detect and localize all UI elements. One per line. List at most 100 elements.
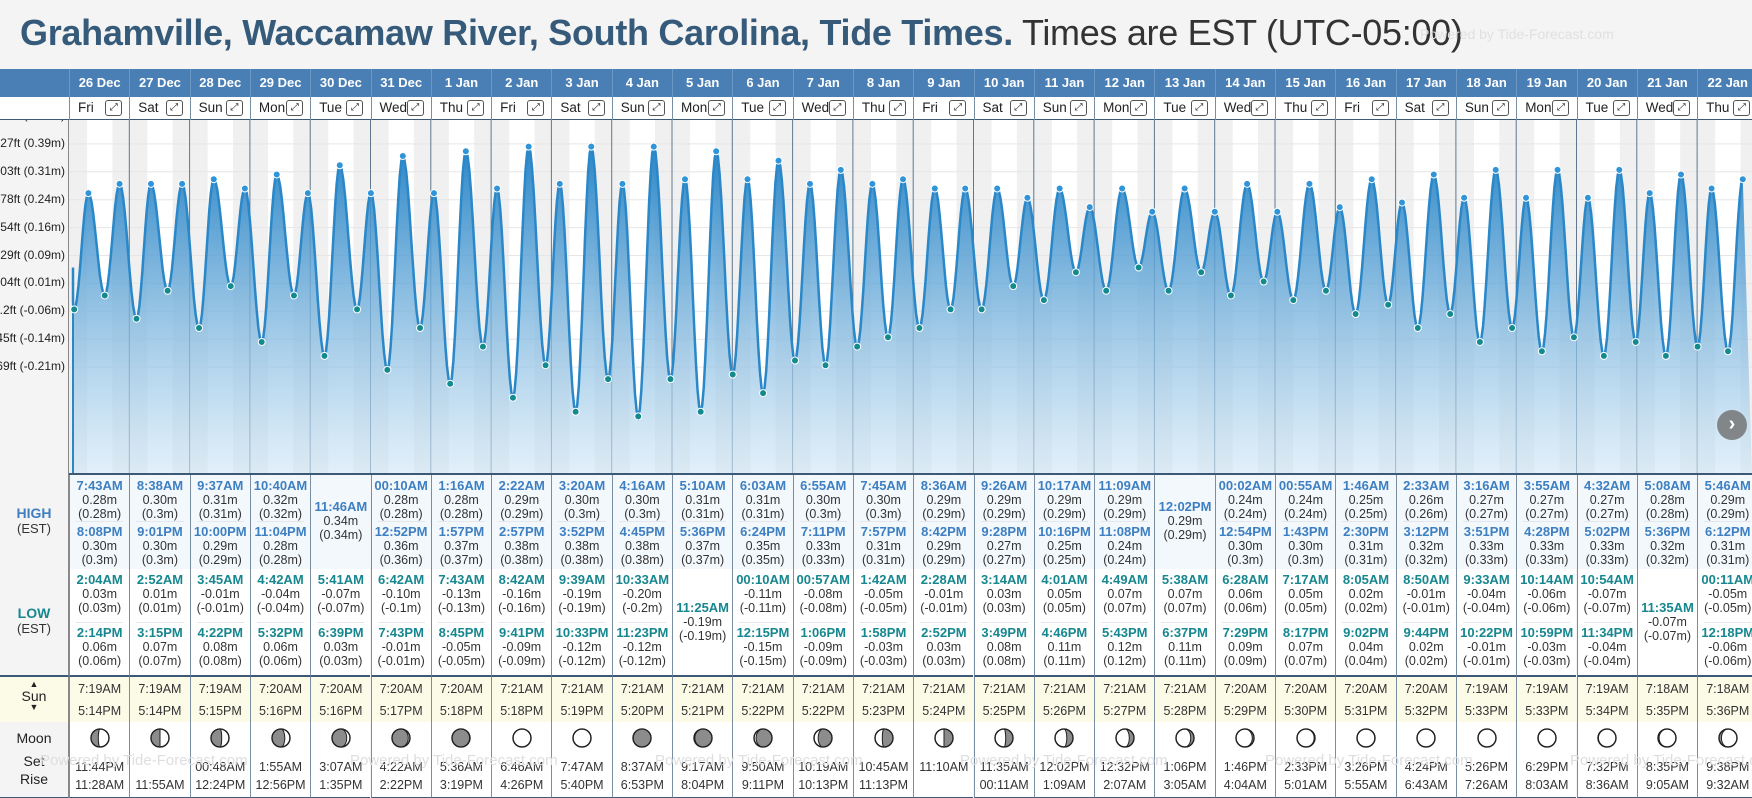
expand-day-button[interactable]: ⤢ xyxy=(828,100,846,116)
expand-day-button[interactable]: ⤢ xyxy=(225,100,243,116)
low-tide-time: 5:32PM xyxy=(257,625,304,640)
expand-day-button[interactable]: ⤢ xyxy=(165,100,183,116)
low-tide-height-alt: (0.09m) xyxy=(1223,654,1267,668)
high-tide-entry: 2:57PM 0.38m (0.38m) xyxy=(492,525,551,568)
moonrise-time: 3:19PM xyxy=(439,778,483,792)
low-tide-height-alt: (-0.08m) xyxy=(799,601,847,615)
moon-phase-icon xyxy=(89,728,110,748)
expand-day-button[interactable]: ⤢ xyxy=(1009,100,1027,116)
low-tide-height-alt: (-0.19m) xyxy=(558,601,606,615)
expand-day-button[interactable]: ⤢ xyxy=(1673,100,1691,116)
high-tide-entry: 7:45AM 0.30m (0.3m) xyxy=(854,479,913,522)
expand-day-button[interactable]: ⤢ xyxy=(527,100,545,116)
low-tide-point xyxy=(1226,291,1235,300)
low-tide-height: -0.12m xyxy=(622,640,662,654)
low-tide-cell: 11:35AM -0.07m (-0.07m) xyxy=(1636,569,1698,677)
high-tide-cell: 00:10AM 0.28m (0.28m) 12:52PM 0.36m (0.36m) xyxy=(370,475,431,569)
low-tide-height: -0.03m xyxy=(1527,640,1567,654)
high-tide-cell: 3:16AM 0.27m (0.27m) 3:51PM 0.33m (0.33m) xyxy=(1455,475,1517,569)
low-tide-cell: 00:57AM -0.08m (-0.08m) 1:06PM -0.09m (-0.09m… xyxy=(792,569,853,677)
low-tide-entry: 10:59PM -0.03m (-0.03m) xyxy=(1517,626,1576,669)
expand-day-button[interactable]: ⤢ xyxy=(1431,100,1449,116)
date-header: 29 Dec xyxy=(249,69,310,97)
sunset-time: 5:22PM xyxy=(801,704,845,718)
expand-day-button[interactable]: ⤢ xyxy=(1371,100,1389,116)
low-tide-entry: 9:33AM -0.04m (-0.04m) xyxy=(1457,572,1516,616)
low-tide-height: 0.02m xyxy=(1408,640,1444,654)
high-tide-height: 0.33m xyxy=(1589,539,1625,553)
high-tide-height-alt: (0.3m) xyxy=(1287,553,1324,567)
moonset-time: 11:10AM xyxy=(919,760,969,774)
expand-day-button[interactable]: ⤢ xyxy=(1070,100,1088,116)
entry-separator xyxy=(1402,521,1450,522)
high-tide-time: 11:04PM xyxy=(254,524,307,539)
low-tide-point xyxy=(1508,324,1517,332)
low-tide-height-alt: (-0.19m) xyxy=(679,629,727,643)
low-tide-height: -0.04m xyxy=(1467,587,1506,601)
sunrise-time: 7:18AM xyxy=(1706,682,1750,696)
high-tide-height-alt: (0.27m) xyxy=(982,553,1026,567)
expand-day-button[interactable]: ⤢ xyxy=(467,100,485,116)
high-tide-height-alt: (0.31m) xyxy=(1344,553,1388,567)
low-tide-point xyxy=(353,305,362,314)
low-tide-time: 7:17AM xyxy=(1282,572,1329,587)
expand-day-button[interactable]: ⤢ xyxy=(346,100,364,116)
date-header: 13 Jan xyxy=(1154,69,1214,97)
expand-day-button[interactable]: ⤢ xyxy=(1130,100,1148,116)
high-tide-height-alt: (0.31m) xyxy=(1706,553,1750,567)
high-tide-time: 6:24PM xyxy=(740,524,786,539)
expand-day-button[interactable]: ⤢ xyxy=(406,100,424,116)
date-header: 2 Jan xyxy=(491,69,551,97)
low-tide-cell: 2:28AM -0.01m (-0.01m) 2:52PM 0.03m (0.03m) xyxy=(913,569,974,677)
expand-day-button[interactable]: ⤢ xyxy=(1190,100,1208,116)
low-tide-height-alt: (-0.05m) xyxy=(437,654,486,668)
sunset-time: 5:26PM xyxy=(1042,704,1086,718)
high-tide-cell: 12:02PM 0.29m (0.29m) xyxy=(1154,475,1215,569)
moonset-time: 3:26PM xyxy=(1344,760,1388,774)
high-tide-height-alt: (0.3m) xyxy=(624,507,661,521)
high-tide-cell: 9:26AM 0.29m (0.29m) 9:28PM 0.27m (0.27m) xyxy=(973,475,1034,569)
expand-day-button[interactable]: ⤢ xyxy=(1492,100,1510,116)
high-tide-entry: 11:46AM 0.34m (0.34m) xyxy=(311,500,370,543)
sunrise-time: 7:19AM xyxy=(1525,682,1569,696)
low-tide-point xyxy=(883,333,892,342)
expand-day-button[interactable]: ⤢ xyxy=(1250,100,1268,116)
low-tide-time: 9:33AM xyxy=(1463,572,1510,587)
weekday-header: Mon ⤢ xyxy=(672,97,732,120)
high-tide-height: 0.38m xyxy=(624,539,660,553)
high-tide-point xyxy=(868,179,877,188)
high-tide-time: 6:12PM xyxy=(1704,524,1751,539)
high-tide-entry: 11:08PM 0.24m (0.24m) xyxy=(1095,525,1154,568)
sunset-time: 5:27PM xyxy=(1103,704,1147,718)
expand-day-button[interactable]: ⤢ xyxy=(1311,100,1329,116)
weekday-header: Fri ⤢ xyxy=(1335,97,1395,120)
expand-day-button[interactable]: ⤢ xyxy=(105,100,123,116)
low-tide-point xyxy=(1289,296,1298,305)
expand-day-button[interactable]: ⤢ xyxy=(647,100,665,116)
low-tide-height-alt: (0.08m) xyxy=(198,654,242,668)
low-tide-entry: 8:50AM -0.01m (-0.01m) xyxy=(1397,573,1456,616)
high-tide-height: 0.29m xyxy=(926,539,962,553)
expand-day-button[interactable]: ⤢ xyxy=(587,100,605,116)
expand-day-button[interactable]: ⤢ xyxy=(286,100,304,116)
expand-day-button[interactable]: ⤢ xyxy=(889,100,907,116)
entry-separator xyxy=(920,521,968,522)
expand-day-button[interactable]: ⤢ xyxy=(1552,100,1570,116)
high-tide-point xyxy=(335,161,344,170)
expand-day-button[interactable]: ⤢ xyxy=(949,100,967,116)
sun-label-cell: ▲ Sun ▼ xyxy=(0,677,69,722)
expand-day-button[interactable]: ⤢ xyxy=(768,100,786,116)
expand-day-button[interactable]: ⤢ xyxy=(1612,100,1630,116)
entry-separator xyxy=(1704,622,1752,623)
date-header: 26 Dec xyxy=(69,69,129,97)
expand-day-button[interactable]: ⤢ xyxy=(708,100,726,116)
sun-cell: 7:20AM 5:31PM xyxy=(1335,677,1396,722)
high-tide-height-alt: (0.35m) xyxy=(741,553,785,567)
high-tide-height: 0.30m xyxy=(82,539,118,553)
sunrise-time: 7:21AM xyxy=(861,682,906,696)
next-page-button[interactable]: › xyxy=(1717,410,1747,440)
entry-separator xyxy=(980,622,1028,623)
low-tide-point xyxy=(977,305,986,314)
expand-day-button[interactable]: ⤢ xyxy=(1733,100,1751,116)
low-tide-height-alt: (-0.05m) xyxy=(859,601,908,615)
